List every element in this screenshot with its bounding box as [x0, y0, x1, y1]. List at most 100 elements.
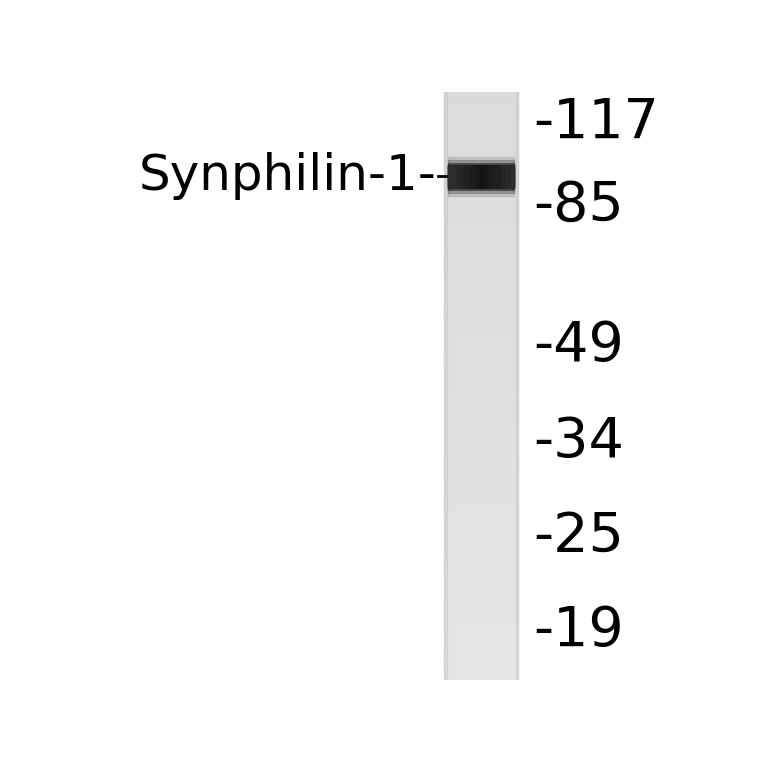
- Bar: [444, 198, 518, 201]
- Bar: [444, 259, 518, 263]
- Bar: [444, 318, 518, 322]
- Bar: [492, 165, 494, 188]
- Bar: [444, 200, 518, 204]
- Bar: [464, 165, 466, 188]
- Bar: [444, 177, 518, 180]
- Bar: [444, 454, 518, 457]
- Bar: [444, 351, 518, 354]
- Bar: [444, 562, 518, 565]
- Bar: [444, 415, 518, 419]
- Bar: [444, 386, 518, 389]
- Bar: [444, 254, 518, 257]
- Bar: [448, 157, 514, 180]
- Bar: [444, 238, 518, 242]
- Bar: [512, 165, 514, 188]
- Bar: [444, 624, 518, 627]
- Bar: [444, 424, 518, 427]
- Bar: [444, 162, 518, 166]
- Bar: [444, 477, 518, 481]
- Bar: [444, 400, 518, 404]
- Bar: [444, 497, 518, 501]
- Bar: [444, 515, 518, 519]
- Bar: [448, 165, 514, 188]
- Bar: [516, 92, 518, 680]
- Bar: [444, 586, 518, 589]
- Bar: [444, 433, 518, 436]
- Bar: [444, 157, 518, 160]
- Bar: [444, 151, 518, 154]
- Bar: [444, 316, 518, 319]
- Bar: [444, 633, 518, 636]
- Bar: [444, 106, 518, 110]
- Bar: [444, 206, 518, 210]
- Bar: [448, 163, 514, 186]
- Bar: [444, 101, 518, 104]
- Bar: [459, 165, 461, 188]
- Bar: [444, 594, 518, 598]
- Bar: [444, 462, 518, 465]
- Bar: [444, 524, 518, 527]
- Bar: [444, 571, 518, 575]
- Bar: [444, 244, 518, 248]
- Bar: [444, 141, 518, 145]
- Bar: [444, 277, 518, 280]
- Bar: [444, 365, 518, 368]
- Bar: [444, 333, 518, 336]
- Bar: [503, 165, 505, 188]
- Text: -49: -49: [533, 319, 624, 373]
- Bar: [494, 165, 497, 188]
- Bar: [448, 165, 514, 188]
- Bar: [444, 227, 518, 230]
- Bar: [444, 230, 518, 233]
- Bar: [444, 474, 518, 478]
- Bar: [477, 165, 479, 188]
- Bar: [444, 439, 518, 442]
- Bar: [455, 165, 457, 188]
- Bar: [444, 456, 518, 460]
- Bar: [444, 536, 518, 539]
- Bar: [444, 591, 518, 595]
- Bar: [444, 615, 518, 619]
- Bar: [444, 651, 518, 654]
- Bar: [444, 445, 518, 448]
- Bar: [444, 471, 518, 474]
- Bar: [444, 392, 518, 395]
- Bar: [444, 248, 518, 251]
- Bar: [444, 486, 518, 489]
- Bar: [444, 565, 518, 568]
- Bar: [444, 577, 518, 581]
- Bar: [444, 421, 518, 425]
- Bar: [444, 418, 518, 422]
- Bar: [501, 165, 503, 188]
- Bar: [444, 345, 518, 348]
- Bar: [444, 274, 518, 277]
- Bar: [444, 109, 518, 112]
- Bar: [505, 165, 507, 188]
- Bar: [444, 430, 518, 433]
- Bar: [444, 618, 518, 622]
- Bar: [444, 165, 518, 169]
- Bar: [444, 195, 518, 198]
- Bar: [444, 518, 518, 522]
- Bar: [444, 459, 518, 463]
- Bar: [444, 521, 518, 524]
- Bar: [444, 292, 518, 295]
- Bar: [444, 174, 518, 177]
- Bar: [444, 371, 518, 374]
- Bar: [444, 533, 518, 536]
- Bar: [444, 395, 518, 398]
- Bar: [444, 630, 518, 633]
- Bar: [457, 165, 459, 188]
- Bar: [444, 136, 518, 139]
- Bar: [444, 289, 518, 292]
- Bar: [448, 170, 514, 193]
- Bar: [444, 209, 518, 212]
- Bar: [444, 610, 518, 613]
- Bar: [444, 542, 518, 545]
- Bar: [444, 665, 518, 668]
- Text: Synphilin-1-: Synphilin-1-: [138, 152, 436, 200]
- Bar: [444, 312, 518, 316]
- Bar: [444, 607, 518, 610]
- Bar: [444, 309, 518, 312]
- Bar: [490, 165, 492, 188]
